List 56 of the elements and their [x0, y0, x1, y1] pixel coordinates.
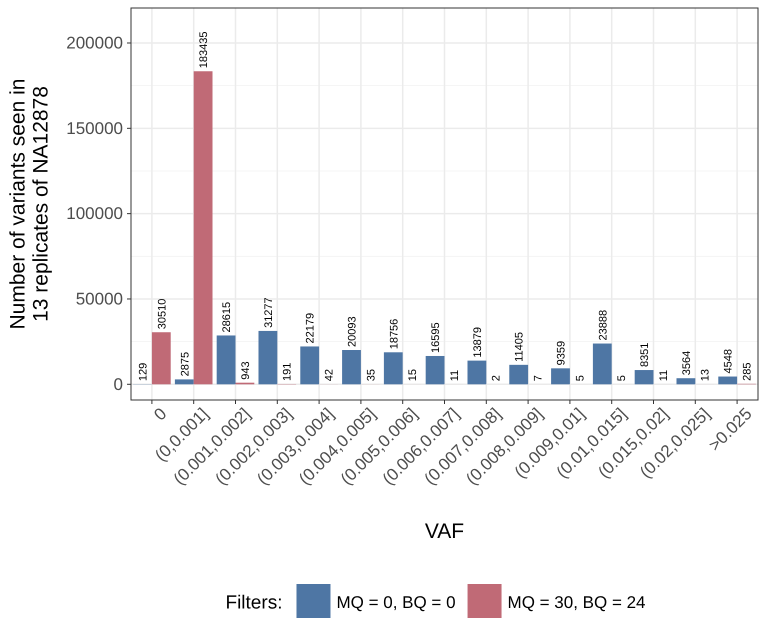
data-label: 35 [365, 368, 378, 382]
data-label: 11 [658, 370, 670, 382]
data-label: 11405 [514, 332, 526, 362]
data-label: 23888 [597, 310, 610, 341]
bar [426, 356, 444, 384]
data-label: 16595 [430, 322, 442, 353]
data-label: 8351 [639, 342, 652, 368]
data-label: 2875 [179, 352, 192, 376]
bar [384, 352, 403, 384]
bar [300, 346, 320, 384]
data-label: 28615 [221, 302, 234, 332]
y-axis-title: Number of variants seen in 13 replicates of NA12878 [6, 78, 53, 330]
data-label: 2 [490, 375, 503, 382]
data-label: 18756 [388, 318, 400, 350]
data-label: 30510 [156, 298, 168, 330]
data-label: 42 [324, 368, 336, 382]
data-label: 22179 [304, 312, 317, 344]
y-tick-label: 50000 [76, 289, 123, 308]
data-label: 129 [137, 362, 150, 382]
bar [676, 378, 696, 384]
bar [509, 364, 528, 384]
data-label: 7 [532, 375, 545, 382]
bar [634, 370, 654, 384]
legend-label: MQ = 0, BQ = 0 [336, 592, 456, 612]
bar [718, 376, 738, 384]
data-label: 9359 [555, 340, 568, 366]
data-label: 13 [700, 369, 712, 382]
bar [551, 368, 570, 384]
bar [342, 350, 361, 384]
data-label: 31277 [262, 297, 275, 328]
data-label: 20093 [346, 316, 358, 348]
bar [258, 330, 278, 384]
bar [194, 71, 213, 384]
data-label: 5 [574, 375, 586, 382]
data-label: 3564 [680, 350, 693, 376]
data-label: 183435 [198, 32, 210, 68]
data-label: 15 [407, 369, 420, 382]
bar [467, 360, 486, 384]
y-tick-label: 150000 [66, 118, 123, 138]
bar [152, 332, 171, 384]
data-label: 191 [282, 362, 294, 381]
data-label: 13879 [472, 327, 484, 358]
data-label: 943 [240, 361, 252, 380]
x-axis-title: VAF [424, 520, 464, 543]
bar [216, 335, 236, 384]
bar [174, 379, 194, 384]
data-label: 11 [448, 370, 461, 382]
bar [592, 344, 612, 384]
legend-label: MQ = 30, BQ = 24 [508, 592, 646, 612]
y-tick-label: 200000 [66, 33, 123, 52]
legend-title: Filters: [225, 592, 282, 614]
data-label: 5 [616, 375, 628, 382]
y-tick-label: 0 [114, 374, 123, 394]
data-label: 4548 [722, 349, 735, 374]
y-tick-label: 100000 [66, 204, 123, 224]
data-label: 285 [742, 362, 754, 381]
